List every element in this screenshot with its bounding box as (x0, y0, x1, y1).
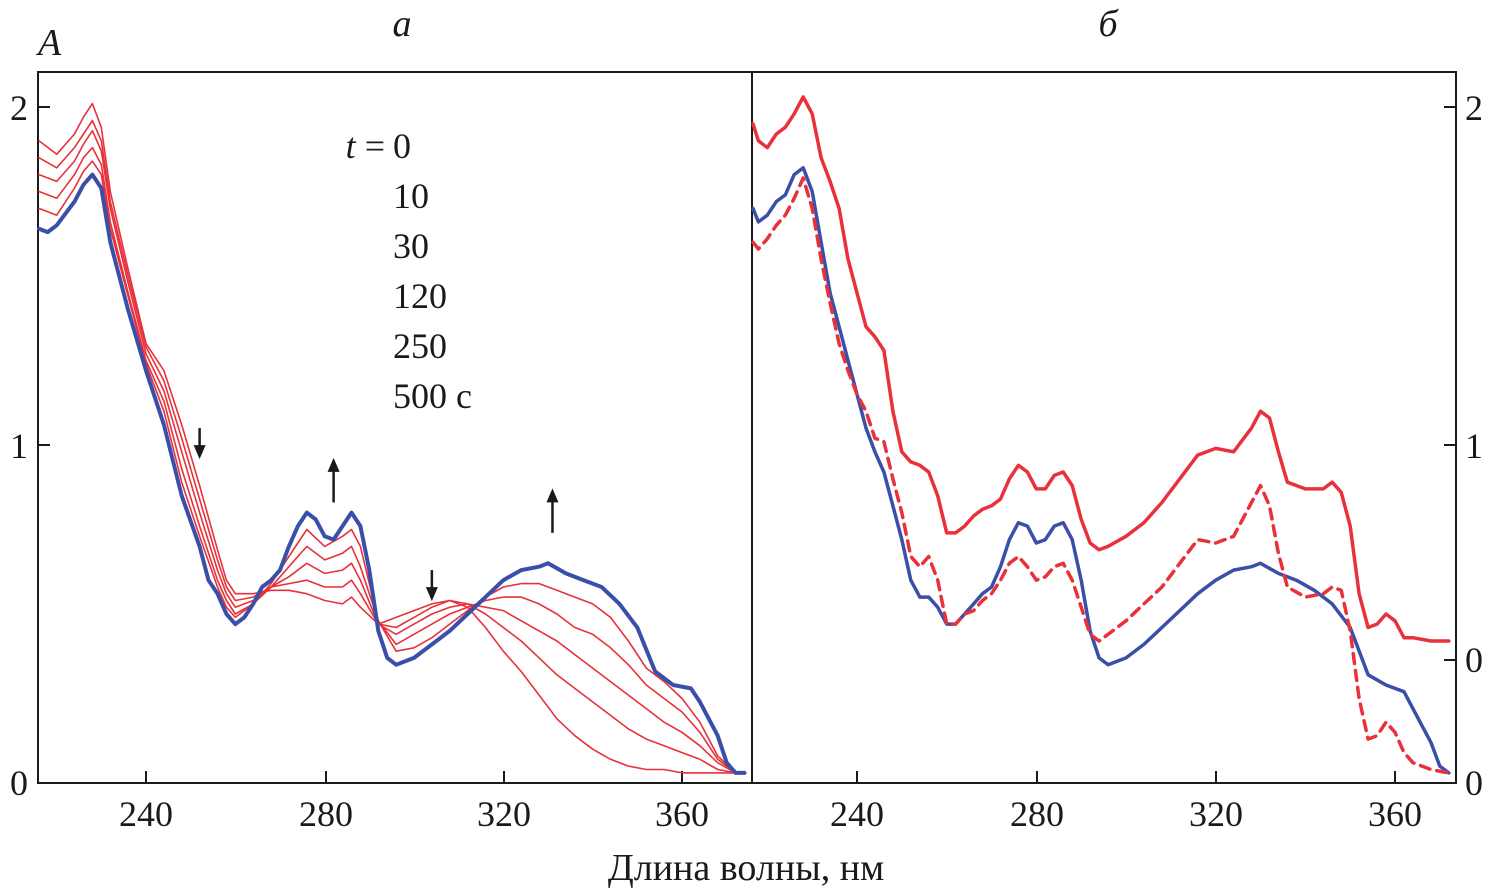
spectrum-line-initial (37, 172, 747, 775)
x-tick-label-b-320: 320 (1189, 794, 1243, 834)
right-tick-label-0-bottom: 0 (1465, 763, 1483, 803)
x-tick-label-a-280: 280 (299, 794, 353, 834)
spectrum-line-b-red-solid (751, 95, 1451, 643)
time-legend-entry-3: 120 (393, 276, 447, 316)
x-axis-title: Длина волны, нм (608, 847, 884, 889)
x-tick-label-b-240: 240 (830, 794, 884, 834)
spectrum-line-b-red-dashed (751, 176, 1451, 775)
time-legend-entry-1: 10 (393, 176, 429, 216)
arrow-head-up-3 (546, 488, 559, 503)
y-tick-label-0: 0 (10, 763, 28, 803)
x-tick-label-b-280: 280 (1010, 794, 1064, 834)
panel-a-arrow-group (193, 428, 559, 602)
y-tick-label-1: 1 (10, 426, 28, 466)
right-tick-label-0-offset: 0 (1465, 640, 1483, 680)
arrow-head-down-2 (425, 587, 438, 602)
panel-b-series-group (751, 95, 1451, 775)
right-tick-label-1: 1 (1465, 426, 1483, 466)
spectrum-line-t-10 (38, 160, 737, 774)
time-legend-entry-2: 30 (393, 226, 429, 266)
time-legend-entry-0: 0 (393, 126, 411, 166)
time-legend-entry-5: 500 c (393, 376, 472, 416)
panel-a-label: а (393, 3, 412, 45)
right-tick-label-2: 2 (1465, 88, 1483, 128)
y-tick-label-2: 2 (10, 88, 28, 128)
x-tick-label-b-360: 360 (1368, 794, 1422, 834)
spectrum-line-b-blue-solid (751, 166, 1451, 775)
spectrum-line-t-120 (38, 129, 737, 774)
panel-a-series-group (37, 102, 747, 775)
spectrum-line-t-30 (38, 146, 737, 774)
arrow-head-down-0 (193, 445, 206, 460)
y-axis-title: A (35, 22, 62, 64)
x-tick-label-a-320: 320 (477, 794, 531, 834)
time-legend-entry-4: 250 (393, 326, 447, 366)
panel-b-frame (751, 71, 1457, 784)
time-legend-prefix: t = (346, 126, 385, 166)
x-tick-label-a-360: 360 (655, 794, 709, 834)
x-tick-label-a-240: 240 (119, 794, 173, 834)
spectrum-line-t-250 (38, 119, 737, 774)
arrow-head-up-1 (327, 457, 340, 472)
spectrum-line-t-500-c (38, 102, 737, 774)
panel-b-label: б (1098, 3, 1119, 45)
